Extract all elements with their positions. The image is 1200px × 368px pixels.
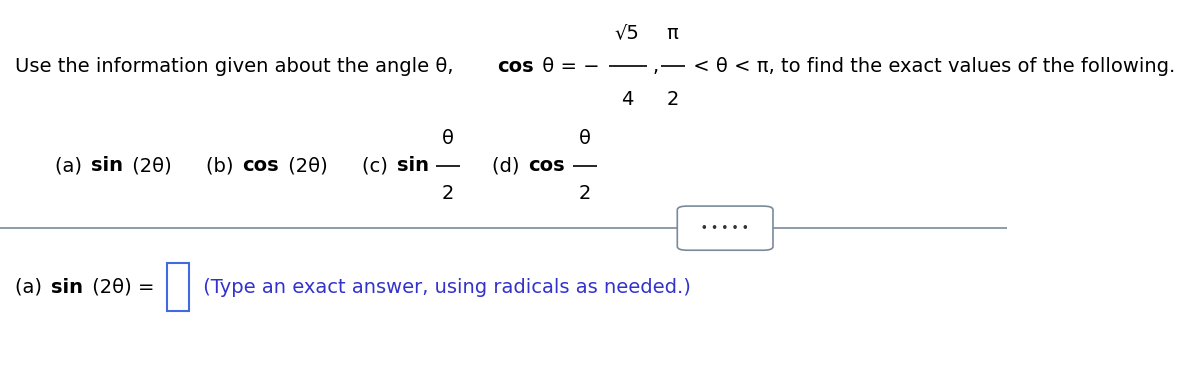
Text: (a): (a) [55,156,89,175]
Text: 2: 2 [442,184,454,203]
Text: (2θ) =: (2θ) = [85,277,161,297]
Text: √5: √5 [614,24,640,43]
Text: π: π [666,24,678,43]
Text: (2θ): (2θ) [126,156,172,175]
Text: (a): (a) [16,277,48,297]
Text: cos: cos [528,156,565,175]
Text: 2: 2 [666,90,679,109]
Text: θ: θ [578,128,590,148]
Text: ,: , [652,57,659,76]
Text: 2: 2 [578,184,590,203]
Text: (c): (c) [361,156,394,175]
Text: • • • • •: • • • • • [701,223,749,233]
Text: < θ < π, to find the exact values of the following.: < θ < π, to find the exact values of the… [688,57,1176,76]
Text: sin: sin [91,156,124,175]
FancyBboxPatch shape [167,263,188,311]
Text: (b): (b) [206,156,240,175]
Text: (2θ): (2θ) [282,156,328,175]
Text: (d): (d) [492,156,526,175]
FancyBboxPatch shape [677,206,773,250]
Text: θ = −: θ = − [536,57,606,76]
Text: θ: θ [442,128,454,148]
Text: 4: 4 [622,90,634,109]
Text: cos: cos [497,57,533,76]
Text: Use the information given about the angle θ,: Use the information given about the angl… [16,57,460,76]
Text: cos: cos [242,156,278,175]
Text: (Type an exact answer, using radicals as needed.): (Type an exact answer, using radicals as… [197,277,691,297]
Text: sin: sin [396,156,428,175]
Text: sin: sin [52,277,83,297]
